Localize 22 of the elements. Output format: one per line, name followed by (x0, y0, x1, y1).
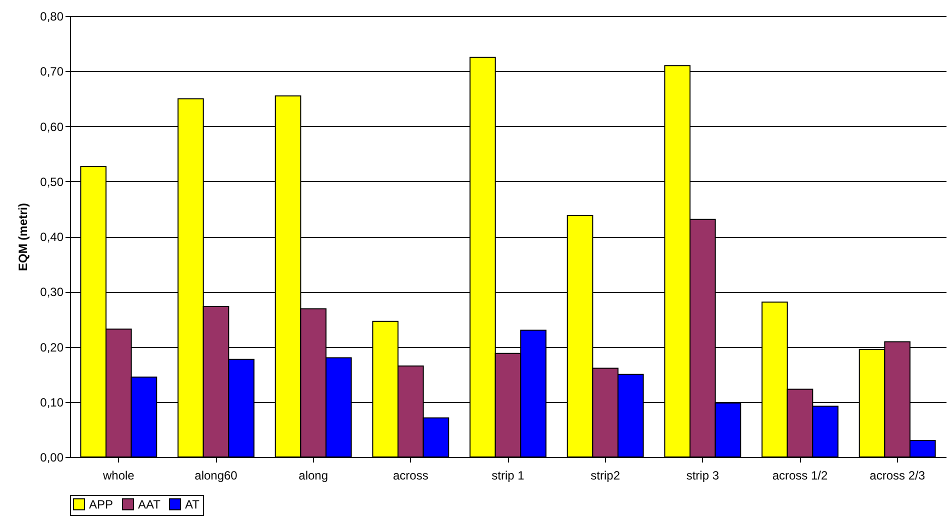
x-tick-label: whole (102, 468, 135, 482)
x-tick-label: strip 3 (686, 468, 720, 482)
x-tick-label: across (392, 468, 428, 482)
x-tick-label: strip 1 (492, 468, 525, 482)
y-tick-label: 0,20 (40, 340, 64, 354)
x-tick-label: along60 (194, 468, 238, 482)
y-tick-label: 0,00 (40, 450, 64, 464)
y-axis-title: EQM (metri) (16, 202, 30, 272)
legend-label: AT (185, 497, 200, 512)
y-tick-label: 0,60 (40, 120, 64, 134)
legend-label: APP (89, 497, 114, 512)
y-tick-label: 0,50 (40, 174, 64, 189)
legend-label: AAT (138, 497, 162, 512)
y-tick-label: 0,80 (40, 10, 64, 24)
x-tick-label: across 1/2 (772, 468, 828, 482)
x-tick-label: strip2 (590, 468, 620, 482)
y-tick-label: 0,40 (40, 230, 64, 244)
x-tick-label: across 2/3 (870, 468, 926, 482)
y-tick-label: 0,30 (40, 285, 64, 300)
y-tick-label: 0,70 (40, 64, 64, 79)
y-tick-label: 0,10 (40, 395, 64, 410)
x-tick-label: along (298, 468, 328, 482)
